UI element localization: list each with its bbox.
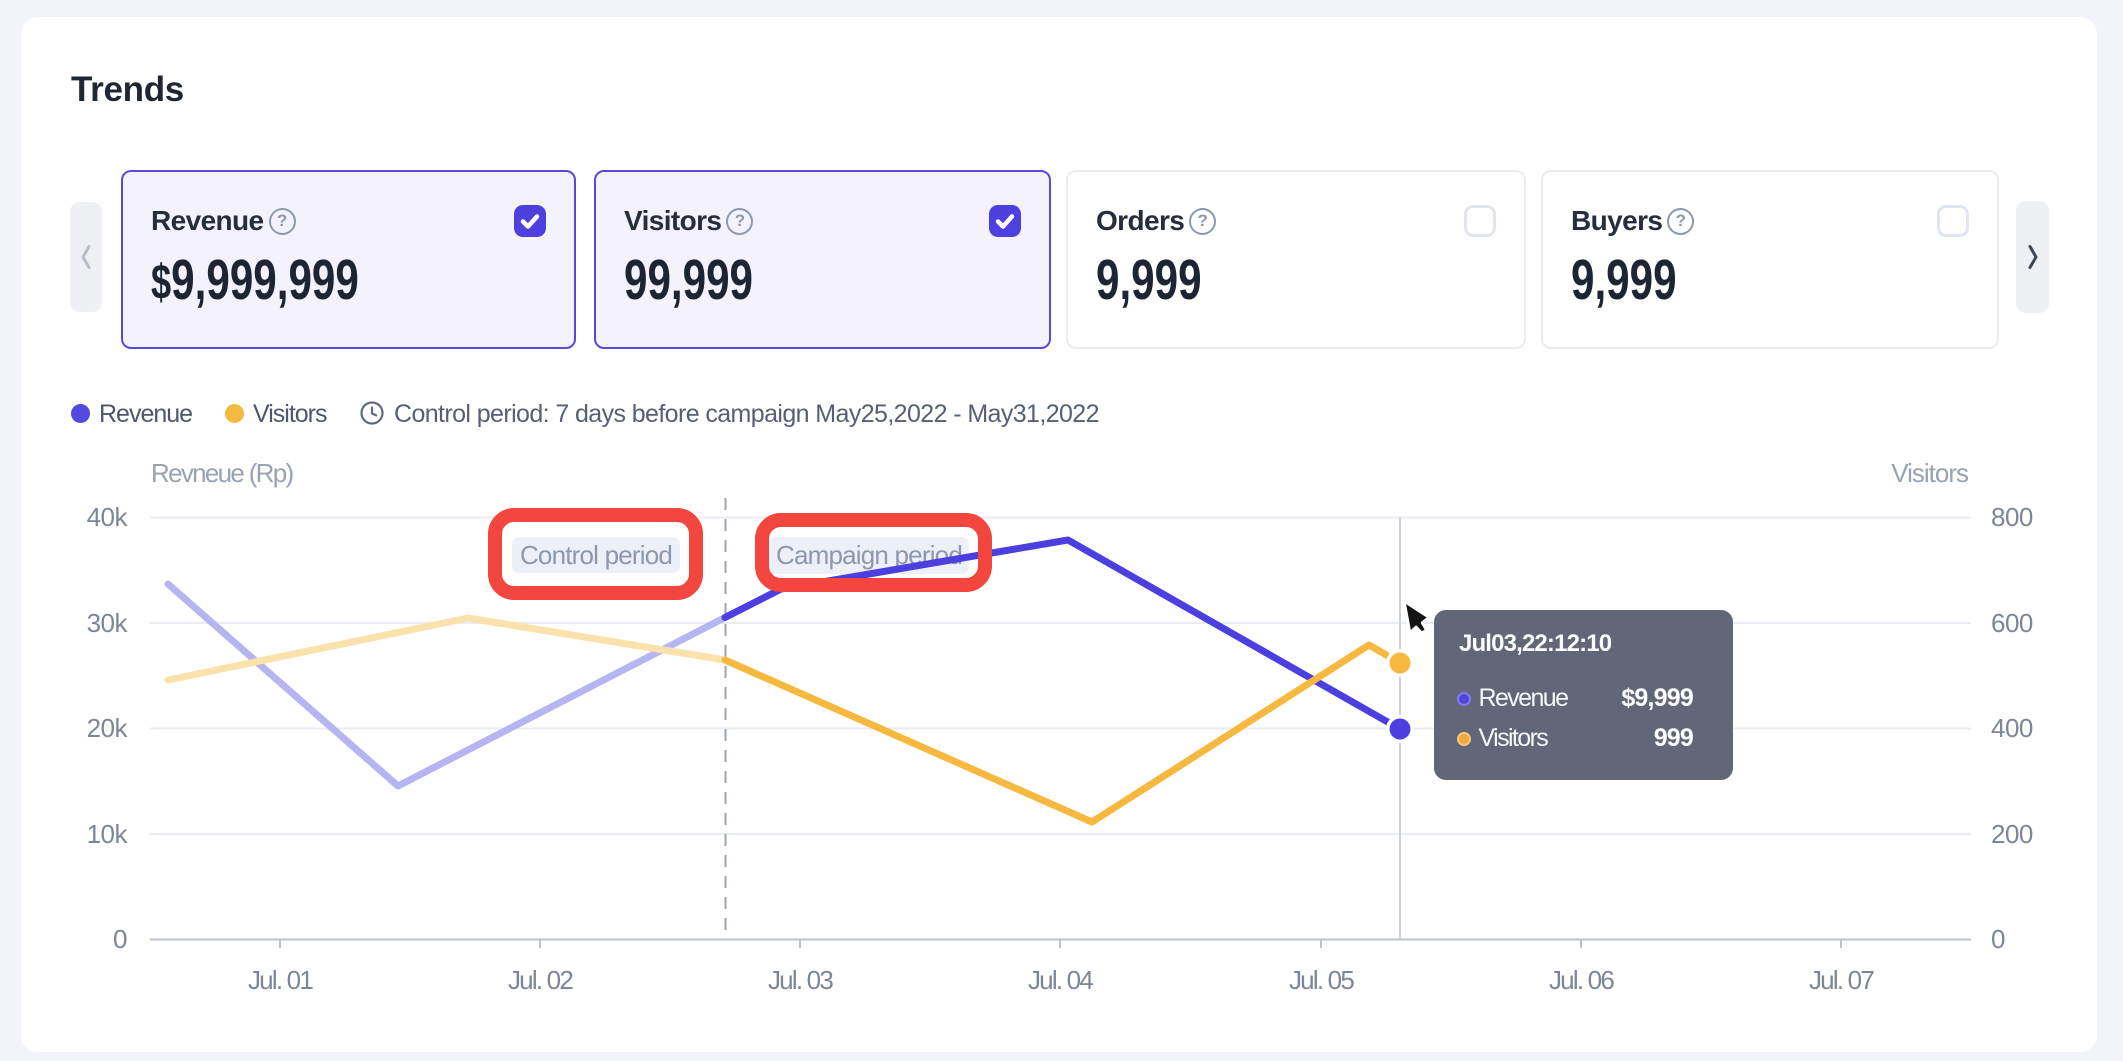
svg-text:800: 800 bbox=[1991, 502, 2033, 532]
svg-text:Jul. 02: Jul. 02 bbox=[508, 965, 573, 995]
svg-text:200: 200 bbox=[1991, 819, 2033, 849]
svg-text:Jul. 05: Jul. 05 bbox=[1289, 965, 1354, 995]
svg-text:Jul. 07: Jul. 07 bbox=[1809, 965, 1874, 995]
svg-text:0: 0 bbox=[1991, 924, 2005, 954]
svg-text:20k: 20k bbox=[87, 713, 129, 743]
svg-text:Jul. 06: Jul. 06 bbox=[1549, 965, 1614, 995]
svg-text:Revneue (Rp): Revneue (Rp) bbox=[151, 458, 293, 488]
svg-text:Jul. 01: Jul. 01 bbox=[248, 965, 313, 995]
svg-text:10k: 10k bbox=[87, 819, 129, 849]
svg-text:Jul. 04: Jul. 04 bbox=[1028, 965, 1093, 995]
svg-text:30k: 30k bbox=[87, 608, 129, 638]
svg-text:Jul. 03: Jul. 03 bbox=[768, 965, 833, 995]
svg-text:Visitors: Visitors bbox=[1891, 458, 1969, 488]
svg-text:600: 600 bbox=[1991, 608, 2033, 638]
svg-text:40k: 40k bbox=[87, 502, 129, 532]
svg-text:0: 0 bbox=[113, 924, 127, 954]
svg-text:400: 400 bbox=[1991, 713, 2033, 743]
